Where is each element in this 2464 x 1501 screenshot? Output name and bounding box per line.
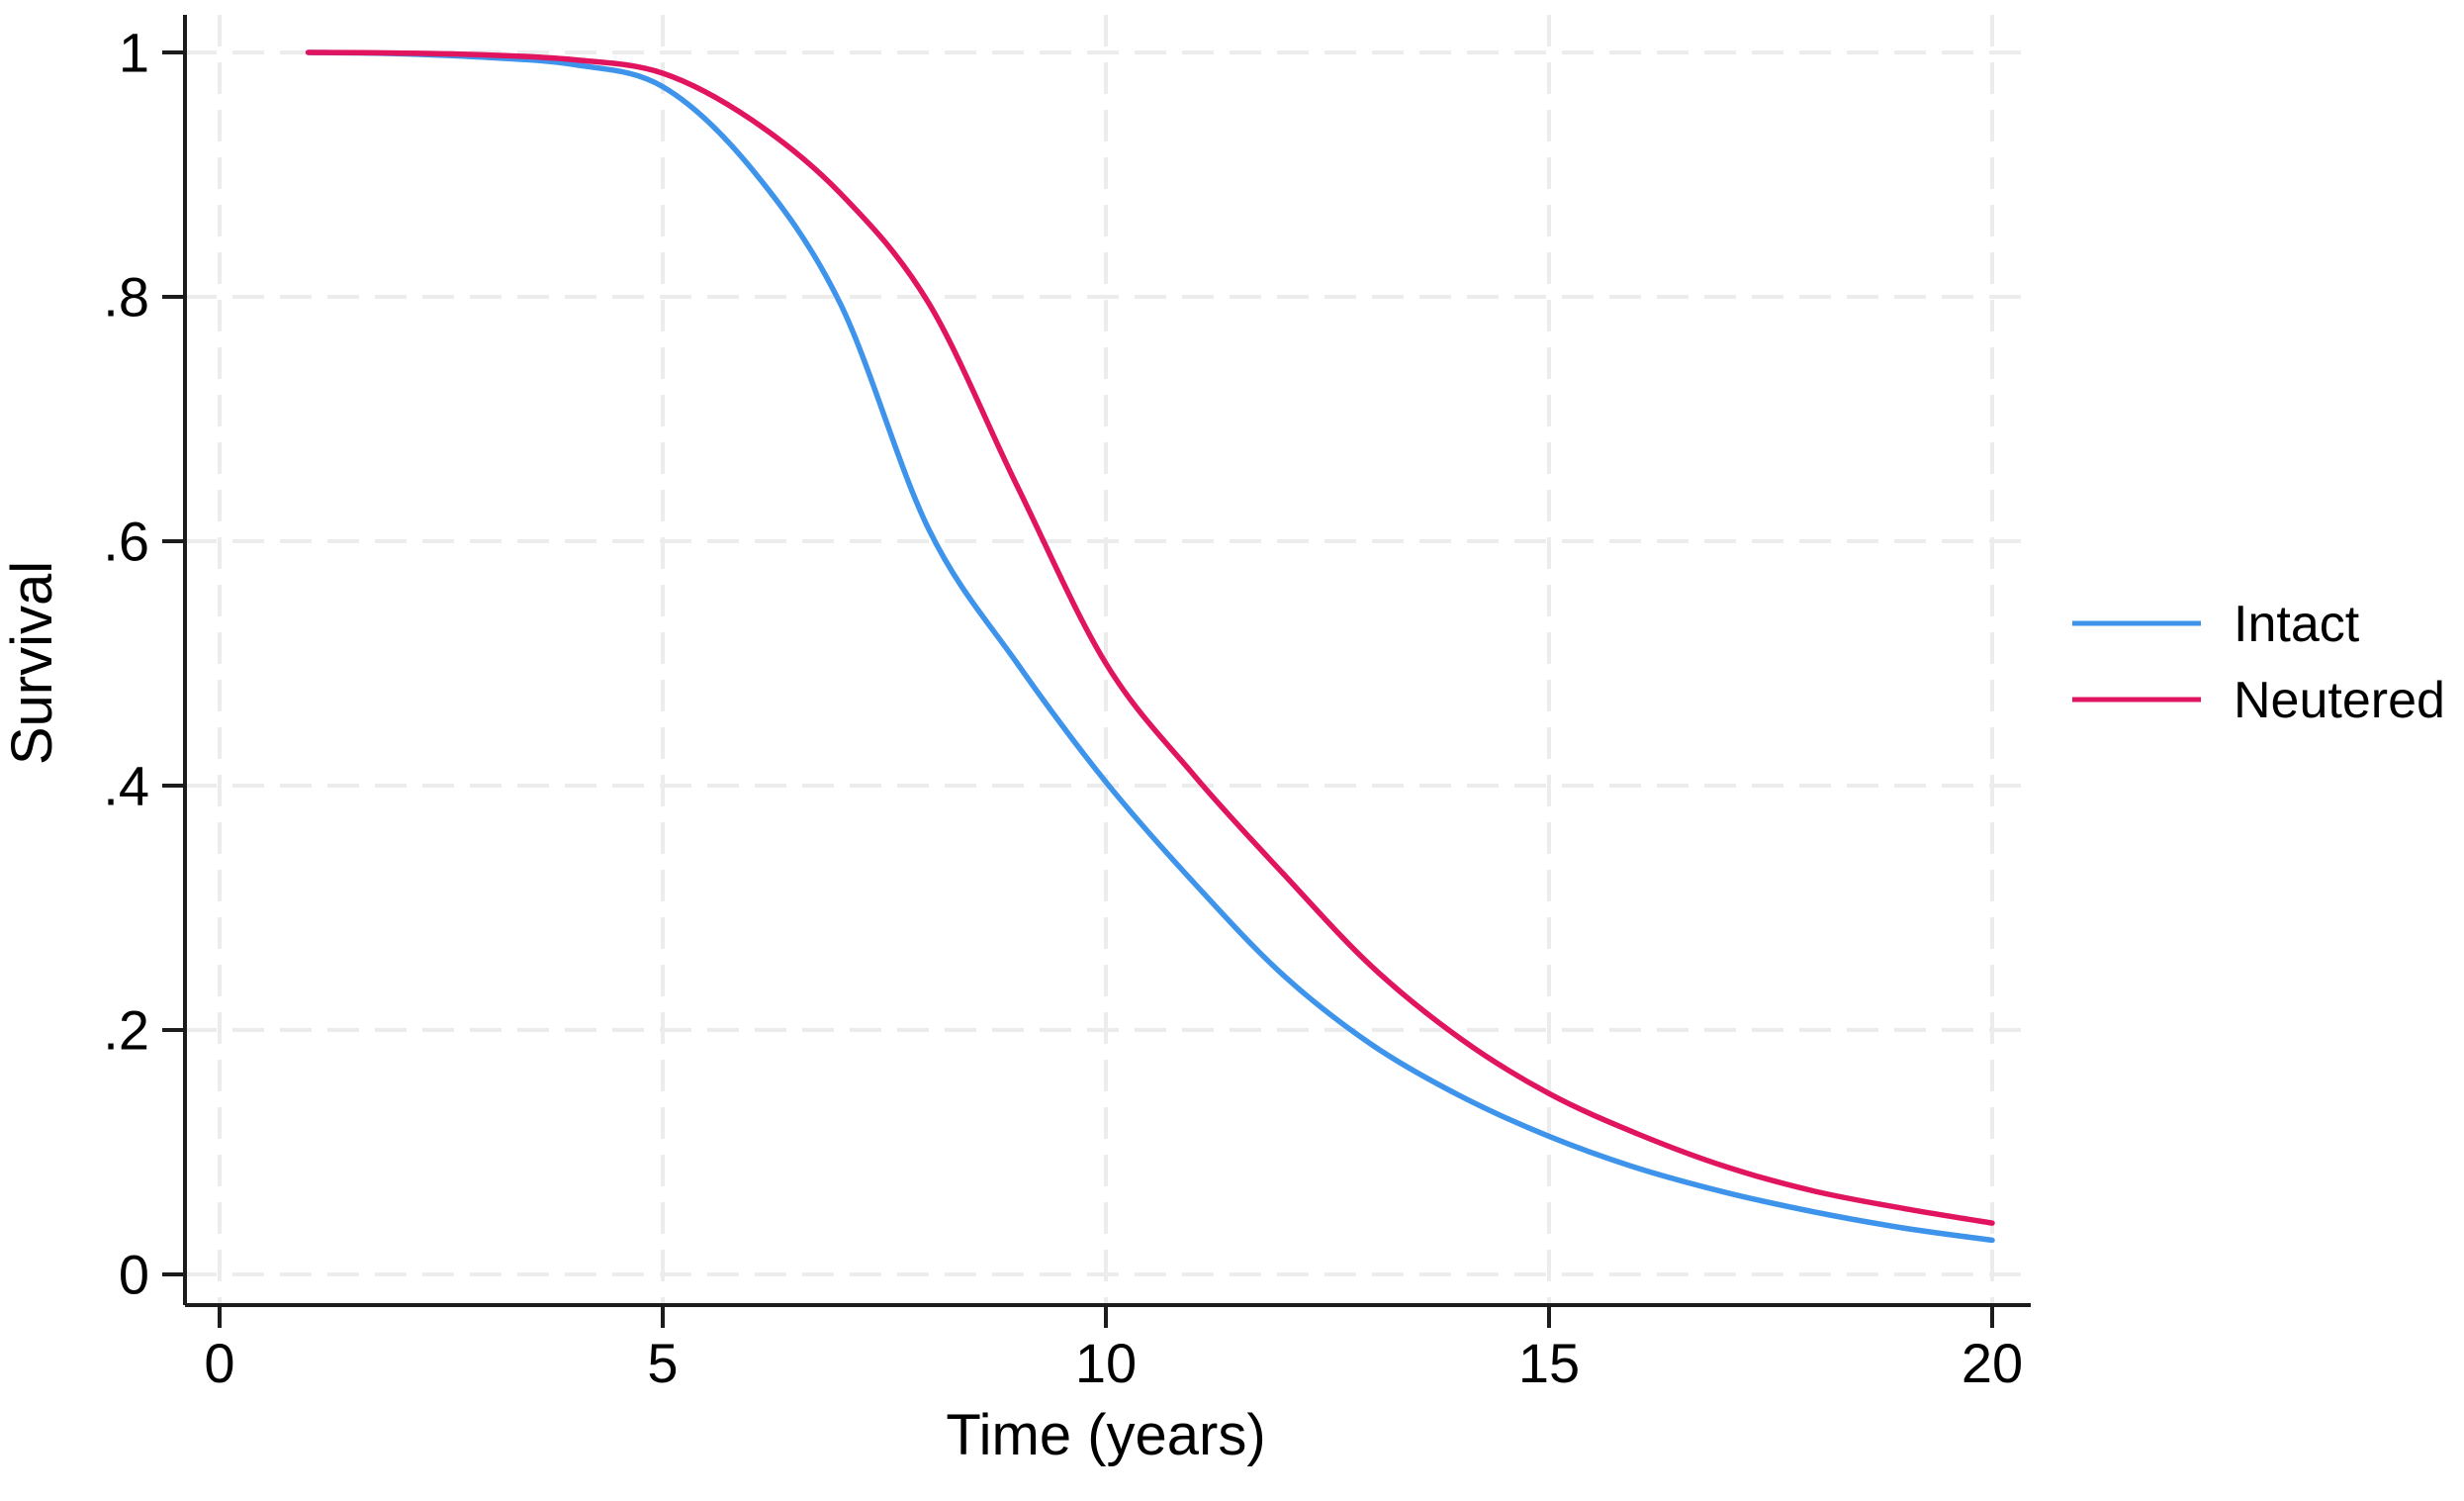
tick-marks bbox=[162, 50, 1994, 1328]
x-tick-label-10: 10 bbox=[1075, 1332, 1137, 1394]
legend: Intact Neutered bbox=[2072, 596, 2445, 729]
x-tick-label-20: 20 bbox=[1962, 1332, 2023, 1394]
y-tick-label-.2: .2 bbox=[103, 999, 149, 1062]
survival-curves bbox=[305, 49, 1995, 1244]
y-axis-title: Survival bbox=[0, 561, 64, 765]
tick-labels: 0.2.4.6.810 5 10 15 20 bbox=[103, 22, 2023, 1394]
y-tick-label-.6: .6 bbox=[103, 511, 149, 573]
x-axis-title: Time (years) bbox=[946, 1403, 1265, 1467]
y-tick-label-1: 1 bbox=[119, 22, 149, 84]
legend-label-neutered: Neutered bbox=[2234, 672, 2445, 729]
curve-intact bbox=[305, 49, 1995, 1244]
curve-neutered bbox=[305, 49, 1995, 1226]
y-tick-label-.4: .4 bbox=[103, 755, 149, 817]
x-tick-label-0: 0 bbox=[204, 1332, 234, 1394]
y-tick-label-.8: .8 bbox=[103, 266, 149, 328]
x-tick-label-5: 5 bbox=[647, 1332, 678, 1394]
gridlines bbox=[185, 15, 2031, 1305]
x-tick-label-15: 15 bbox=[1518, 1332, 1580, 1394]
legend-label-intact: Intact bbox=[2234, 596, 2360, 653]
y-tick-label-0: 0 bbox=[119, 1244, 149, 1306]
